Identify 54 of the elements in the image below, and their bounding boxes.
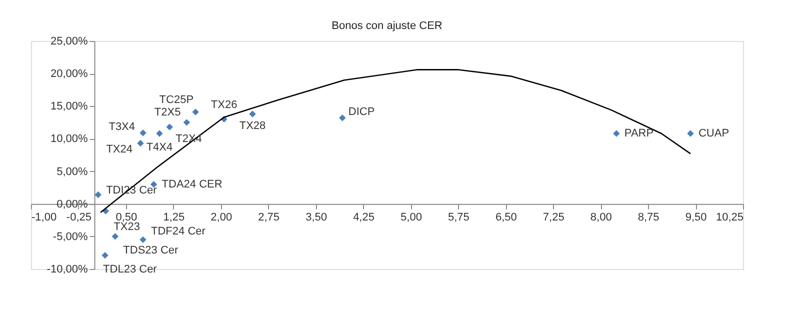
annotation: TDA24 CER	[162, 178, 222, 190]
annotation: TC25P	[159, 94, 194, 106]
point	[102, 252, 108, 259]
y-tick-label: 25,00%	[50, 36, 88, 48]
point	[339, 114, 346, 122]
x-tick-label: 9,50	[685, 211, 707, 224]
point	[687, 130, 694, 137]
x-tick-label: -1,00	[32, 211, 57, 224]
point	[249, 110, 256, 118]
x-tick-label: 2,00	[210, 211, 232, 224]
y-tick-label: 20,00%	[50, 68, 88, 80]
annotation: T4X4	[146, 142, 173, 154]
point	[156, 130, 163, 137]
x-tick-label: 4,25	[353, 211, 374, 224]
x-tick-label: -0,25	[66, 211, 92, 224]
annotation: TDF24 Cer	[151, 226, 206, 238]
annotation: TX23	[114, 221, 140, 234]
point	[94, 191, 102, 198]
annotation: TX26	[210, 99, 238, 112]
annotation: TDL23 Cer	[103, 263, 158, 276]
y-tick-label: 10,00%	[50, 133, 88, 146]
x-tick-label: 0,50	[116, 211, 138, 224]
annotation: T2X5	[154, 106, 181, 118]
line-series	[100, 69, 692, 213]
point	[192, 108, 199, 116]
annotation: TX28	[239, 120, 266, 132]
annotation: PARP	[624, 128, 654, 140]
x-tick-label: 3,50	[306, 211, 328, 224]
point	[112, 233, 119, 240]
y-tick-label: -10,00%	[46, 264, 88, 276]
annotation: CUAP	[698, 128, 730, 140]
point	[140, 129, 146, 136]
y-tick-label: 15,00%	[50, 100, 88, 113]
x-tick-label: 2,75	[258, 211, 280, 224]
x-tick-label: 8,75	[638, 211, 660, 224]
point	[166, 124, 173, 130]
point	[183, 119, 190, 126]
x-tick-label: 5,75	[448, 211, 470, 224]
annotation: T3X4	[108, 120, 136, 133]
point	[137, 140, 144, 147]
x-tick-label: 1,25	[163, 211, 185, 224]
point	[613, 130, 620, 137]
x-tick-label: 7,25	[542, 211, 564, 224]
annotation: DICP	[348, 106, 375, 118]
y-tick-label: 5,00%	[56, 166, 88, 178]
annotation: TX24	[106, 143, 132, 156]
x-tick-label: 6,50	[495, 211, 517, 224]
point	[140, 236, 146, 244]
x-tick-label: 10,25	[716, 211, 744, 224]
chart-title: Bonos con ajuste CER	[332, 20, 442, 32]
x-tick-label: 5,00	[400, 211, 422, 224]
y-tick-label: -5,00%	[52, 230, 88, 243]
x-tick-label: 8,00	[590, 211, 612, 224]
annotation: TDS23 Cer	[123, 244, 179, 256]
